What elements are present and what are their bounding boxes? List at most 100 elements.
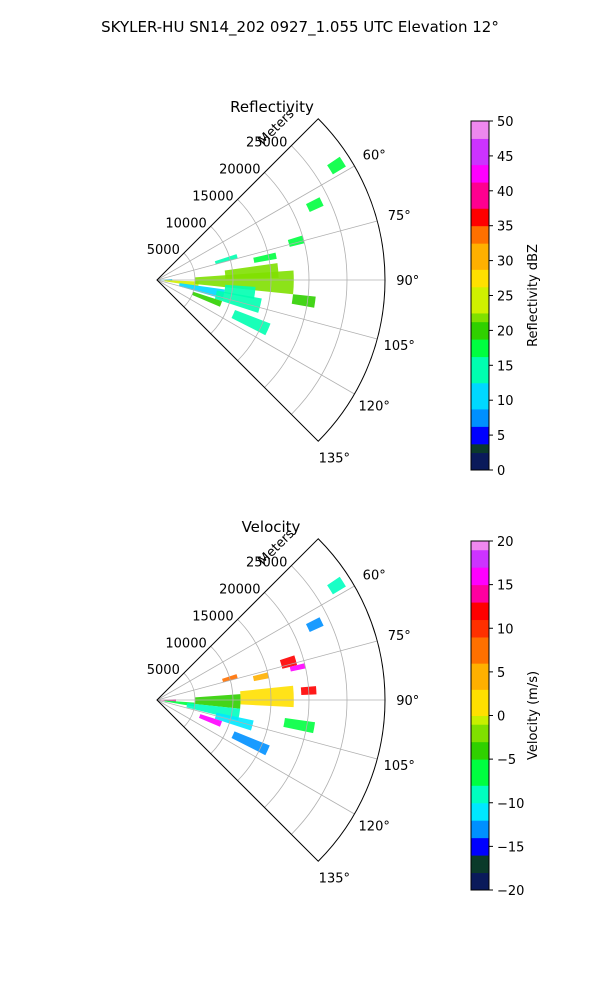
azimuth-tick-label: 120° [359,399,390,414]
colorbar-segment [471,374,489,384]
colorbar-segment [471,593,489,603]
colorbar-segment [471,776,489,786]
colorbar-segment [471,312,489,323]
colorbar-segment [471,872,489,882]
echo-cell [214,712,254,731]
reflectivity-range-ticks: 5000 10000 15000 20000 25000 [147,136,288,258]
azimuth-spoke [156,220,378,281]
velocity-range-ticks: 5000 10000 15000 20000 25000 [147,556,288,678]
colorbar-segment [471,846,489,856]
azimuth-tick-label: 135° [319,871,350,886]
colorbar-tick-label: −20 [497,884,524,899]
colorbar-segment [471,435,489,445]
range-tick-label: 5000 [147,243,180,258]
colorbar-segment [471,636,489,647]
colorbar-segment [471,121,489,131]
azimuth-spoke [156,699,355,815]
colorbar-segment [471,461,489,471]
colorbar-segment [471,654,489,664]
colorbar-segment [471,339,489,349]
range-tick-label: 10000 [165,636,206,651]
azimuth-tick-label: 90° [396,694,419,709]
colorbar-segment [471,785,489,795]
colorbar-segment [471,408,489,419]
colorbar-segment [471,347,489,358]
colorbar-segment [471,759,489,769]
velocity-title: Velocity [242,518,301,536]
sector-outline [156,118,386,442]
azimuth-tick-label: 90° [396,274,419,289]
range-tick-label: 25000 [246,556,287,571]
colorbar-tick-label: −15 [497,840,524,855]
reflectivity-panel: Reflectivity 5000 10000 15000 20000 25000 60… [147,98,541,479]
colorbar-segment [471,182,489,192]
colorbar-segment [471,732,489,743]
colorbar-segment [471,452,489,462]
sector-outline [156,538,386,862]
colorbar-segment [471,741,489,751]
azimuth-tick-label: 75° [388,209,411,224]
colorbar-segment [471,164,489,174]
colorbar-segment [471,863,489,874]
echo-cell [289,663,306,672]
colorbar-segment [471,330,489,340]
echo-cell [224,263,279,279]
colorbar-segment [471,750,489,760]
colorbar-segment [471,234,489,244]
azimuth-spoke [156,279,355,395]
colorbar-tick-label: 25 [497,290,514,305]
colorbar-segment [471,304,489,314]
azimuth-spoke [156,165,355,281]
reflectivity-echoes [157,156,346,336]
range-tick-label: 20000 [219,583,260,598]
reflectivity-grid [156,118,386,442]
colorbar-segment [471,225,489,235]
colorbar-tick-label: 20 [497,535,514,550]
azimuth-spoke [156,279,378,340]
colorbar-segment [471,549,489,559]
azimuth-spoke [156,699,378,760]
colorbar-segment [471,837,489,847]
colorbar-segment [471,663,489,673]
echo-cell [291,294,316,308]
colorbar-segment [471,558,489,568]
colorbar-segment [471,129,489,139]
colorbar-segment [471,855,489,865]
velocity-colorbar-ticks: −20 −15 −10 −5 0 5 10 15 20 [489,535,524,899]
colorbar-tick-label: 15 [497,359,514,374]
echo-cell [198,714,223,727]
colorbar-tick-label: 50 [497,115,514,130]
colorbar-tick-label: 10 [497,394,514,409]
colorbar-segment [471,269,489,279]
colorbar-segment [471,680,489,690]
colorbar-tick-label: 10 [497,622,514,637]
velocity-colorbar-label: Velocity (m/s) [526,671,541,760]
echo-cell [327,576,346,595]
colorbar-segment [471,260,489,270]
echo-cell [224,284,256,299]
colorbar-segment [471,391,489,401]
colorbar-segment [471,443,489,454]
colorbar-tick-label: 45 [497,150,514,165]
reflectivity-colorbar-label: Reflectivity dBZ [526,244,541,347]
echo-cell [327,156,346,175]
colorbar-segment [471,689,489,699]
reflectivity-colorbar [470,120,490,471]
echo-cell [305,197,324,212]
azimuth-tick-label: 60° [363,149,386,164]
colorbar-tick-label: −10 [497,797,524,812]
azimuth-tick-label: 120° [359,819,390,834]
colorbar-segment [471,811,489,821]
colorbar-segment [471,278,489,288]
echo-cell [283,717,316,734]
colorbar-segment [471,243,489,253]
colorbar-segment [471,767,489,778]
echo-cell [231,309,271,336]
echo-cell [240,685,294,708]
colorbar-tick-label: 0 [497,710,505,725]
colorbar-segment [471,610,489,621]
echo-cell [194,694,241,709]
colorbar-segment [471,173,489,183]
colorbar-segment [471,356,489,366]
